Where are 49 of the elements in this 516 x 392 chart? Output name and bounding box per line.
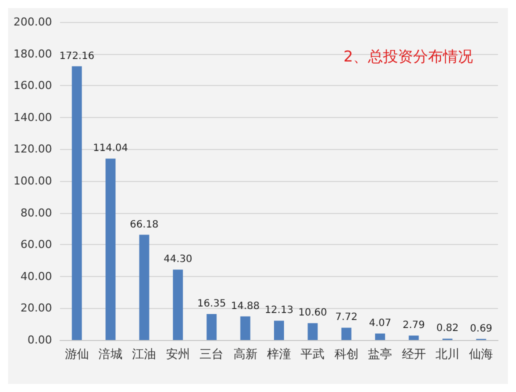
x-tick-label: 高新	[233, 347, 258, 361]
y-tick-label: 120.00	[14, 142, 52, 156]
bar	[72, 66, 82, 340]
y-tick-label: 60.00	[20, 238, 52, 252]
x-tick-label: 三台	[200, 347, 224, 361]
x-tick-label: 梓潼	[267, 347, 291, 361]
x-tick-label: 安州	[166, 347, 190, 361]
x-tick-label: 平武	[300, 347, 325, 361]
data-label: 7.72	[335, 312, 358, 324]
data-label: 14.88	[230, 300, 260, 312]
x-tick-label: 仙海	[469, 347, 494, 361]
y-tick-label: 200.00	[14, 16, 52, 28]
y-tick-label: 20.00	[20, 302, 52, 315]
data-label: 44.30	[164, 254, 192, 266]
x-tick-label: 江油	[132, 347, 156, 361]
y-tick-label: 160.00	[14, 79, 52, 92]
data-label: 4.07	[368, 318, 392, 330]
bar	[341, 328, 352, 340]
bar	[375, 334, 386, 340]
y-tick-label: 0.00	[28, 334, 52, 346]
data-label: 0.69	[470, 323, 492, 334]
bar	[274, 320, 284, 340]
data-label: 114.04	[93, 143, 128, 154]
y-tick-label: 180.00	[14, 47, 52, 60]
data-label: 16.35	[197, 298, 226, 310]
x-tick-label: 涪城	[98, 347, 123, 361]
bar	[240, 316, 250, 340]
y-tick-label: 100.00	[14, 174, 52, 188]
bar	[172, 270, 183, 340]
data-label: 0.82	[436, 323, 459, 334]
data-label: 10.60	[298, 308, 328, 319]
bar	[139, 234, 150, 340]
data-label: 2.79	[402, 320, 425, 332]
data-label: 172.16	[59, 50, 94, 62]
bar	[206, 314, 217, 340]
x-tick-label: 游仙	[64, 347, 89, 361]
y-tick-label: 80.00	[20, 206, 52, 220]
data-label: 66.18	[130, 219, 159, 230]
bar	[106, 158, 116, 340]
x-tick-label: 盐亭	[368, 347, 392, 361]
data-label: 12.13	[264, 305, 294, 316]
x-tick-label: 科创	[334, 347, 358, 361]
y-tick-label: 140.00	[14, 110, 52, 124]
x-tick-label: 北川	[435, 347, 460, 361]
x-tick-label: 经开	[402, 347, 426, 361]
text: 2、总投资分布情况	[343, 48, 474, 66]
bar	[408, 336, 419, 340]
y-tick-label: 40.00	[20, 270, 52, 283]
bar	[308, 323, 318, 340]
